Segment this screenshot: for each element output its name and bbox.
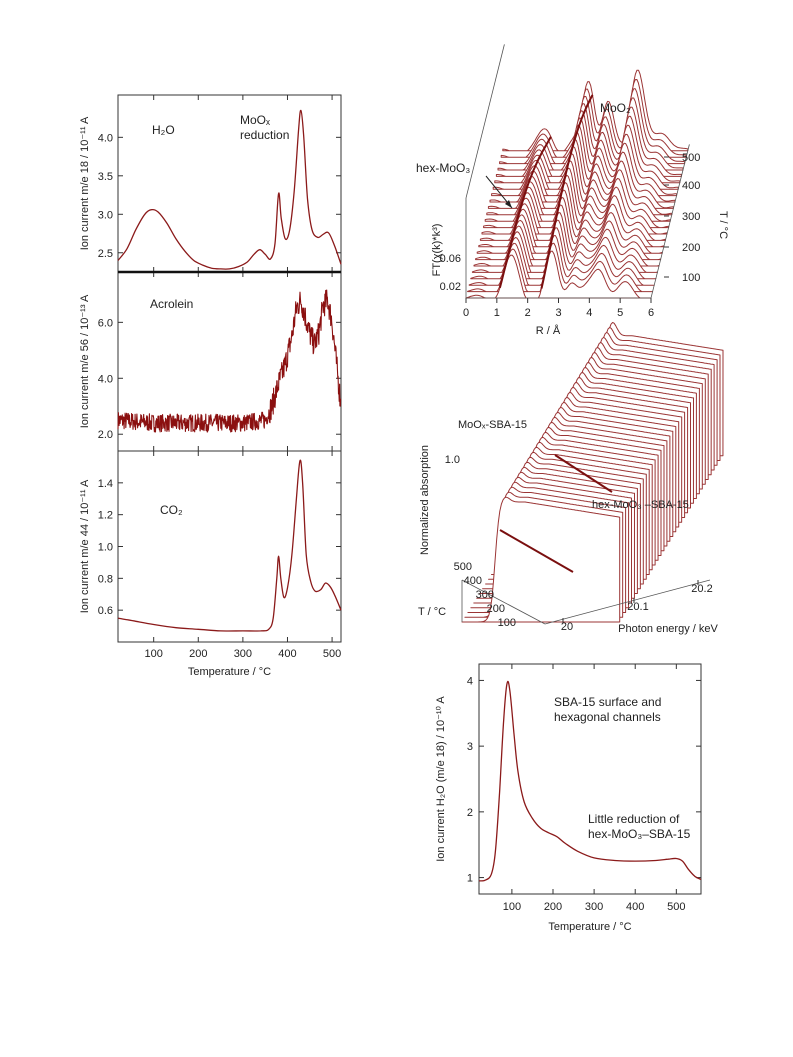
z-axis-label: T / °C xyxy=(418,606,446,618)
depth-axis-line xyxy=(461,579,546,625)
x-tick-label: 3 xyxy=(555,307,561,319)
z-tick-label: 300 xyxy=(682,211,700,223)
tpr-stacked-chart: 2.5 3.0 3.5 4.0 Ion current m/e 18 / 10⁻¹¹ A… xyxy=(79,94,342,678)
peak-guide-line xyxy=(498,136,552,289)
y-tick-label: 2 xyxy=(467,807,473,819)
x-tick-label: 2 xyxy=(525,307,531,319)
depth-axis-line xyxy=(650,144,690,299)
y-tick-label: 0.06 xyxy=(440,253,461,265)
x-axis-label: Temperature / °C xyxy=(188,666,271,678)
annotation-moox-sba: MoOₓ-SBA-15 xyxy=(458,419,527,431)
annotation-hex-moo3: hex-MoO₃ xyxy=(416,161,470,175)
panel-frame xyxy=(117,450,342,643)
annotation-h2o: H₂O xyxy=(152,123,175,137)
y-tick-label: 2.5 xyxy=(98,248,113,260)
y-axis-label: Normalized absorption xyxy=(419,445,431,555)
y-tick-label: 1.4 xyxy=(98,478,113,490)
x-tick-label: 0 xyxy=(463,307,469,319)
y-tick-label: 0.8 xyxy=(98,573,113,585)
y-tick-label: 0.6 xyxy=(98,605,113,617)
x-tick-label: 400 xyxy=(626,901,644,913)
x-axis-label: R / Å xyxy=(536,324,561,337)
y-tick-label: 3.0 xyxy=(98,209,113,221)
z-tick-label: 200 xyxy=(487,603,505,615)
h2o-tpr-chart: 1 2 3 4 100 200 300 400 500 Temperature / °C Ion c… xyxy=(435,663,702,933)
annotation-sba15-line2: hexagonal channels xyxy=(554,710,661,724)
y-tick-label: 4 xyxy=(467,675,473,687)
x-tick-label: 100 xyxy=(145,648,163,660)
arrow-head xyxy=(505,200,512,208)
series-line xyxy=(117,109,342,270)
x-axis-label: Photon energy / keV xyxy=(618,623,718,635)
y-axis-label: FT(χ(k)*k³) xyxy=(431,224,443,277)
z-tick-label: 100 xyxy=(498,617,516,629)
z-tick-label: 500 xyxy=(454,561,472,573)
y-axis-label: Ion current m/e 44 / 10⁻¹¹ A xyxy=(79,479,91,613)
x-axis-line xyxy=(544,579,711,625)
x-tick-label: 1 xyxy=(494,307,500,319)
x-tick-label: 400 xyxy=(278,648,296,660)
series-line xyxy=(117,459,342,632)
y-tick-label: 1.2 xyxy=(98,510,113,522)
peak-guide-line xyxy=(540,94,594,289)
edge-guide-line xyxy=(499,529,574,573)
xanes-waterfall-chart: 1.0 Normalized absorption 20 20.1 20.2 Photon… xyxy=(418,322,724,635)
x-tick-label: 300 xyxy=(585,901,603,913)
z-tick-label: 400 xyxy=(682,180,700,192)
z-tick-label: 200 xyxy=(682,242,700,254)
z-tick-label: 100 xyxy=(682,272,700,284)
series-line xyxy=(478,680,702,882)
plot-frame xyxy=(478,663,702,895)
waterfall-trace xyxy=(465,250,652,299)
y-axis-label: Ion current m/e 56 / 10⁻¹³ A xyxy=(79,294,91,428)
z-tick-label: 500 xyxy=(682,152,700,164)
annotation-little-line1: Little reduction of xyxy=(588,812,680,826)
panel-frame xyxy=(117,94,342,273)
x-tick-label: 100 xyxy=(503,901,521,913)
x-tick-label: 500 xyxy=(323,648,341,660)
z-axis-label: T / °C xyxy=(717,211,729,239)
annotation-sba15-line1: SBA-15 surface and xyxy=(554,695,661,709)
x-tick-label: 500 xyxy=(667,901,685,913)
annotation-moox: MoOₓ xyxy=(240,113,270,127)
y-axis-label: Ion current m/e 18 / 10⁻¹¹ A xyxy=(79,116,91,250)
y-tick-label: 4.0 xyxy=(98,132,113,144)
y-tick-label: 4.0 xyxy=(98,373,113,385)
annotation-hex-moo3-sba: hex-MoO₃ –SBA-15 xyxy=(592,499,689,511)
z-tick-label: 300 xyxy=(476,589,494,601)
x-tick-label: 20.1 xyxy=(627,601,648,613)
depth-axis-line xyxy=(465,44,505,199)
x-tick-label: 200 xyxy=(544,901,562,913)
x-tick-label: 20.2 xyxy=(691,583,712,595)
annotation-moo2: MoO₂ xyxy=(600,101,631,115)
edge-guide-line xyxy=(554,454,613,493)
z-tick-label: 400 xyxy=(464,575,482,587)
x-tick-label: 200 xyxy=(189,648,207,660)
annotation-acrolein: Acrolein xyxy=(150,297,193,311)
y-tick-label: 3 xyxy=(467,741,473,753)
waterfall-trace xyxy=(461,496,621,623)
annotation-co2: CO₂ xyxy=(160,503,183,517)
x-tick-label: 5 xyxy=(617,307,623,319)
x-tick-label: 6 xyxy=(648,307,654,319)
y-axis-label: Ion current H₂O (m/e 18) / 10⁻¹⁰ A xyxy=(435,696,447,862)
y-tick-label: 1.0 xyxy=(98,542,113,554)
y-tick-label: 3.5 xyxy=(98,171,113,183)
y-tick-label: 2.0 xyxy=(98,429,113,441)
y-tick-label: 1 xyxy=(467,873,473,885)
y-tick-label: 6.0 xyxy=(98,317,113,329)
series-line xyxy=(117,289,342,433)
x-tick-label: 4 xyxy=(586,307,592,319)
x-tick-label: 300 xyxy=(234,648,252,660)
x-axis-label: Temperature / °C xyxy=(548,921,631,933)
x-tick-label: 20 xyxy=(561,621,573,633)
y-tick-label: 1.0 xyxy=(445,454,460,466)
annotation-little-line2: hex-MoO₃–SBA-15 xyxy=(588,827,691,841)
annotation-reduction: reduction xyxy=(240,128,289,142)
y-tick-label: 0.02 xyxy=(440,281,461,293)
